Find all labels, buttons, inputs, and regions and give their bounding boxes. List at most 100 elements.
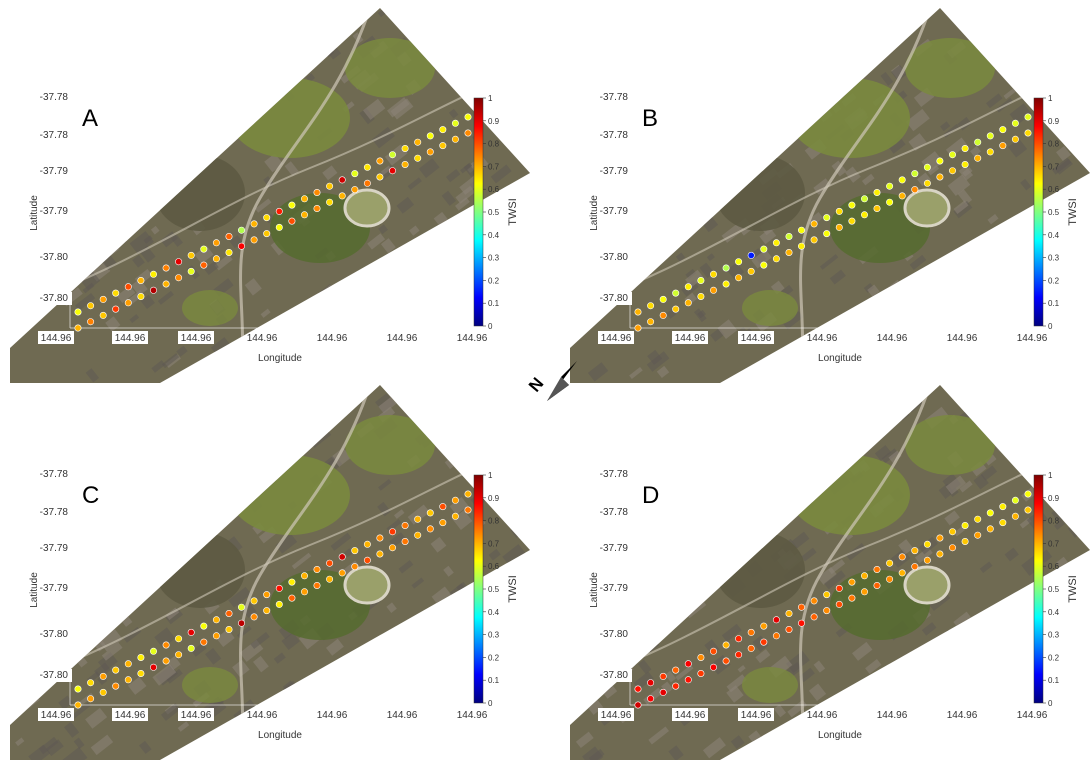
map-building xyxy=(266,21,281,35)
map-building xyxy=(127,676,147,695)
map-building xyxy=(109,487,128,505)
map-stadium xyxy=(903,565,951,605)
map-building xyxy=(763,482,776,495)
twsi-point xyxy=(1024,490,1032,498)
map-building xyxy=(41,277,58,294)
map-building xyxy=(852,641,873,661)
map-building xyxy=(380,238,396,254)
panel-label: B xyxy=(642,105,658,132)
twsi-point xyxy=(263,591,271,599)
map-building xyxy=(204,503,223,521)
y-axis-label: Latitude xyxy=(589,195,600,231)
twsi-point xyxy=(710,270,718,278)
twsi-point xyxy=(464,129,472,137)
map-building xyxy=(751,249,772,269)
map-building xyxy=(743,40,761,56)
map-building xyxy=(1071,514,1083,526)
map-building xyxy=(378,224,388,235)
map-building xyxy=(15,737,25,747)
colorbar-tick-label: 0.8 xyxy=(488,517,500,526)
map-building xyxy=(819,254,839,270)
map-building xyxy=(173,430,190,445)
twsi-point xyxy=(634,685,642,693)
map-building xyxy=(430,272,456,297)
map-building xyxy=(376,732,391,745)
map-building xyxy=(890,8,909,23)
map-building xyxy=(143,235,153,244)
map-building xyxy=(224,113,245,132)
map-building xyxy=(1004,547,1019,562)
twsi-point xyxy=(175,274,183,282)
x-tick-box xyxy=(738,708,774,721)
twsi-point xyxy=(137,653,145,661)
map-building xyxy=(1060,608,1079,625)
map-building xyxy=(659,403,676,420)
x-tick-label: 144.96 xyxy=(741,710,772,721)
twsi-point xyxy=(288,578,296,586)
twsi-point xyxy=(961,161,969,169)
map-building xyxy=(775,17,798,38)
twsi-point xyxy=(886,575,894,583)
map-building xyxy=(118,92,134,106)
map-building xyxy=(313,693,330,709)
map-stadium xyxy=(343,188,391,228)
y-axis-label: Latitude xyxy=(29,572,40,608)
map-building xyxy=(298,10,312,23)
map-building xyxy=(452,437,470,454)
colorbar-tick-label: 0.1 xyxy=(488,676,500,685)
twsi-point xyxy=(697,292,705,300)
twsi-point xyxy=(672,682,680,690)
map-building xyxy=(229,235,243,249)
map-building xyxy=(260,308,271,318)
twsi-point xyxy=(300,588,308,596)
map-building xyxy=(1065,707,1089,729)
map-building xyxy=(597,233,615,249)
twsi-point xyxy=(760,622,768,630)
map-building xyxy=(1086,630,1090,648)
map-building xyxy=(285,706,304,725)
twsi-point xyxy=(898,176,906,184)
map-building xyxy=(883,303,902,323)
twsi-point xyxy=(162,264,170,272)
x-tick-label: 144.96 xyxy=(457,333,488,344)
map-building xyxy=(835,65,847,77)
twsi-point xyxy=(363,540,371,548)
map-building xyxy=(64,8,79,24)
map-building xyxy=(690,477,712,498)
map-park xyxy=(155,155,245,231)
twsi-point xyxy=(99,672,107,680)
twsi-point xyxy=(150,286,158,294)
twsi-point xyxy=(961,145,969,153)
satellite-map xyxy=(10,8,530,383)
map-building xyxy=(779,19,803,42)
twsi-point xyxy=(351,170,359,178)
map-building xyxy=(350,8,359,16)
twsi-point xyxy=(848,594,856,602)
map-stadium xyxy=(343,565,391,605)
twsi-point xyxy=(873,205,881,213)
y-tick-box xyxy=(32,251,72,264)
map-building xyxy=(102,73,120,91)
y-axis-label: Latitude xyxy=(589,572,600,608)
map-building xyxy=(635,405,650,418)
map-building xyxy=(275,533,298,554)
map-building xyxy=(759,228,777,245)
map-building xyxy=(519,8,530,19)
twsi-point xyxy=(697,653,705,661)
map-building xyxy=(50,222,75,245)
x-tick-box xyxy=(178,331,214,344)
twsi-point xyxy=(99,688,107,696)
north-letter: N xyxy=(525,374,547,396)
map-building xyxy=(691,55,716,79)
map-building xyxy=(88,552,110,572)
map-building xyxy=(58,695,73,710)
map-building xyxy=(697,9,722,33)
map-building xyxy=(781,357,792,367)
map-building xyxy=(771,752,782,760)
twsi-point xyxy=(760,261,768,269)
colorbar-tick-label: 0.3 xyxy=(488,631,500,640)
map-building xyxy=(444,457,457,470)
map-building xyxy=(730,735,745,749)
map-building xyxy=(448,108,459,119)
map-building xyxy=(780,8,806,20)
